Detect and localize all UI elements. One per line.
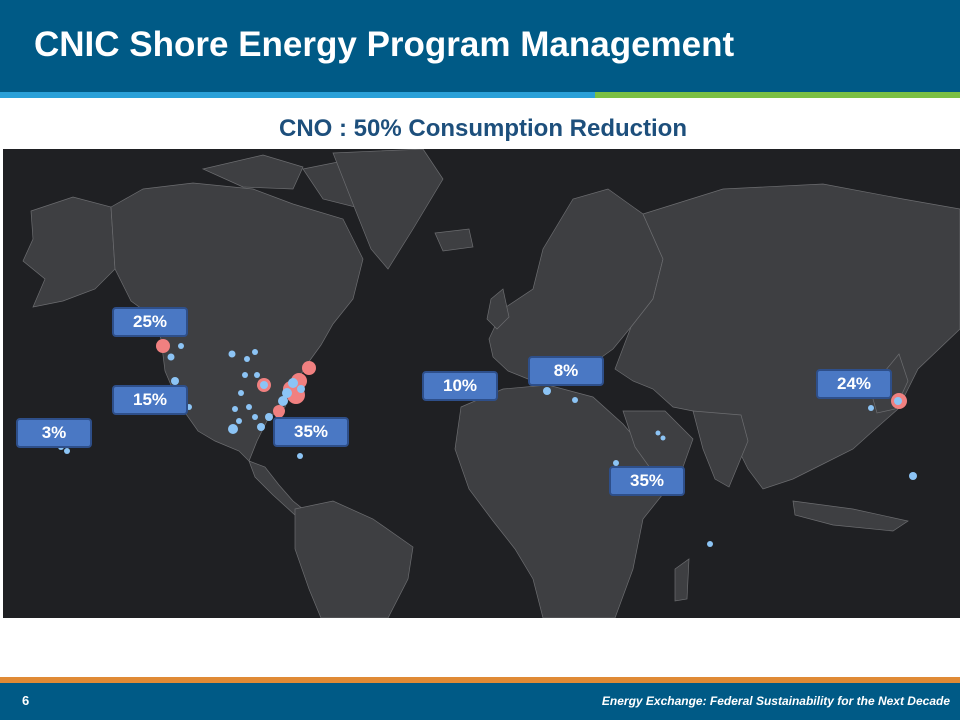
site-marker-blue: [244, 356, 250, 362]
footer-bar: 6 Energy Exchange: Federal Sustainabilit…: [0, 683, 960, 720]
indonesia: [792, 500, 909, 532]
footer-text: Energy Exchange: Federal Sustainability …: [601, 694, 950, 708]
site-marker-blue: [232, 406, 238, 412]
india: [692, 410, 749, 488]
arctic-islands-1: [201, 154, 304, 190]
site-marker-blue: [252, 414, 258, 420]
site-marker-blue: [236, 418, 242, 424]
header-stripe-blue: [0, 92, 595, 98]
callout-southwest: 15%: [112, 385, 188, 415]
site-marker-blue: [257, 423, 265, 431]
site-marker-red: [274, 408, 284, 418]
uk: [486, 288, 510, 330]
site-marker-blue: [278, 396, 288, 406]
page-number: 6: [22, 693, 30, 708]
callout-europe-west: 10%: [422, 371, 498, 401]
site-marker-blue: [254, 372, 260, 378]
site-marker-blue: [288, 378, 298, 388]
site-marker-blue: [660, 435, 666, 441]
world-map: 25% 15% 3% 35% 10% 8% 35% 24%: [3, 149, 960, 618]
site-marker-blue: [613, 460, 619, 466]
callout-japan: 24%: [816, 369, 892, 399]
site-marker-blue: [894, 397, 902, 405]
callout-southeast: 35%: [273, 417, 349, 447]
site-marker-blue: [252, 349, 258, 355]
alaska: [22, 196, 116, 308]
site-marker-red: [302, 361, 316, 375]
site-marker-blue: [707, 541, 713, 547]
site-marker-blue: [178, 343, 184, 349]
africa: [454, 384, 672, 618]
iceland: [434, 228, 474, 252]
callout-europe-med: 8%: [528, 356, 604, 386]
header-bar: CNIC Shore Energy Program Management: [0, 0, 960, 92]
site-marker-blue: [572, 397, 578, 403]
site-marker-blue: [246, 404, 252, 410]
site-marker-blue: [64, 448, 70, 454]
slide-subtitle: CNO : 50% Consumption Reduction: [279, 115, 687, 142]
greenland: [332, 149, 444, 270]
header-stripe-green: [595, 92, 960, 98]
site-marker-blue: [909, 472, 917, 480]
south-america: [294, 500, 414, 618]
site-marker-blue: [228, 424, 238, 434]
site-marker-blue: [242, 372, 248, 378]
site-marker-blue: [167, 353, 175, 361]
footer-stripe-orange: [0, 677, 960, 683]
site-marker-blue: [238, 390, 244, 396]
site-marker-blue: [655, 430, 661, 436]
callout-northwest: 25%: [112, 307, 188, 337]
site-marker-blue: [543, 387, 551, 395]
world-map-graphic: [22, 149, 960, 618]
site-marker-blue: [868, 405, 874, 411]
site-marker-blue: [297, 385, 305, 393]
callout-hawaii: 3%: [16, 418, 92, 448]
madagascar: [674, 558, 690, 602]
site-marker-red: [156, 339, 170, 353]
site-marker-blue: [297, 453, 303, 459]
land-masses: [22, 149, 960, 618]
site-marker-blue: [265, 413, 273, 421]
site-marker-blue: [282, 388, 292, 398]
site-marker-blue: [260, 381, 268, 389]
site-marker-blue: [171, 377, 179, 385]
callout-middle-east: 35%: [609, 466, 685, 496]
central-america: [248, 460, 304, 516]
site-marker-blue: [228, 350, 236, 358]
page-title: CNIC Shore Energy Program Management: [34, 25, 735, 64]
